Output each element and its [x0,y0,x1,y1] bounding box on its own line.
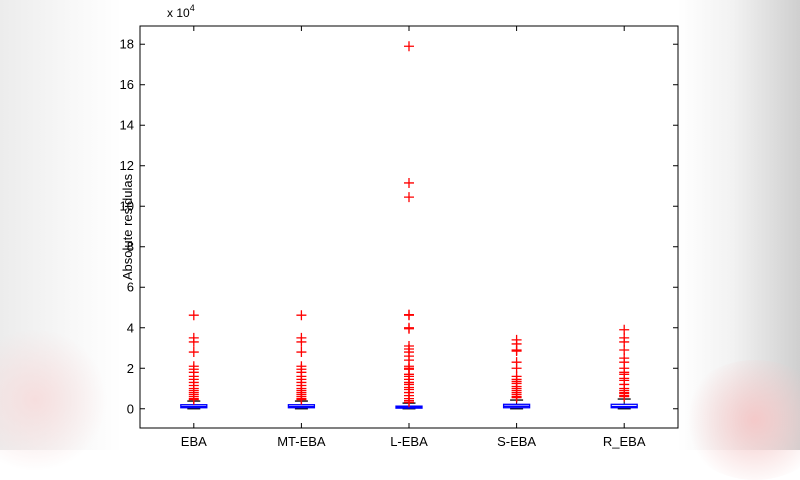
y-multiplier-label: x 104 [167,3,195,20]
y-tick-label: 0 [127,401,134,416]
outlier-point [619,391,630,402]
y-multiplier-exponent: 4 [190,3,195,13]
outlier-point [511,392,522,403]
boxes-layer [180,41,638,410]
x-tick-label: R_EBA [603,434,646,449]
ticks-layer: 0 2 4 6 8 10 12 14 16 18 EBA MT-EBA L-EBA S-EBA R_EBA [120,26,678,449]
outlier-point [404,192,414,203]
y-tick-label: 18 [120,37,134,52]
outlier-point [404,397,414,408]
y-axis-label: Absolute residulas [120,173,135,280]
x-tick-label: EBA [181,434,207,449]
x-tick-label: L-EBA [390,434,428,449]
y-multiplier-base: x 10 [167,6,190,20]
x-tick-label: MT-EBA [277,434,326,449]
outlier-point [188,347,199,358]
outlier-point [296,336,307,347]
y-tick-label: 10 [120,199,134,214]
outlier-point [296,394,307,405]
y-tick-label: 6 [127,280,134,295]
y-tick-label: 12 [120,158,134,173]
outlier-point [188,336,199,347]
outlier-point [404,323,414,334]
outlier-point [296,347,307,358]
outlier-point [404,41,414,52]
outlier-point [511,346,522,357]
outlier-point [296,310,307,321]
outlier-point [404,310,414,321]
outlier-point [188,310,199,321]
y-tick-label: 2 [127,361,134,376]
y-tick-label: 16 [120,77,134,92]
outlier-point [188,394,199,405]
x-tick-label: S-EBA [497,434,536,449]
y-tick-label: 14 [120,118,134,133]
outlier-point [404,177,414,188]
y-tick-label: 8 [127,239,134,254]
y-tick-label: 4 [127,320,134,335]
